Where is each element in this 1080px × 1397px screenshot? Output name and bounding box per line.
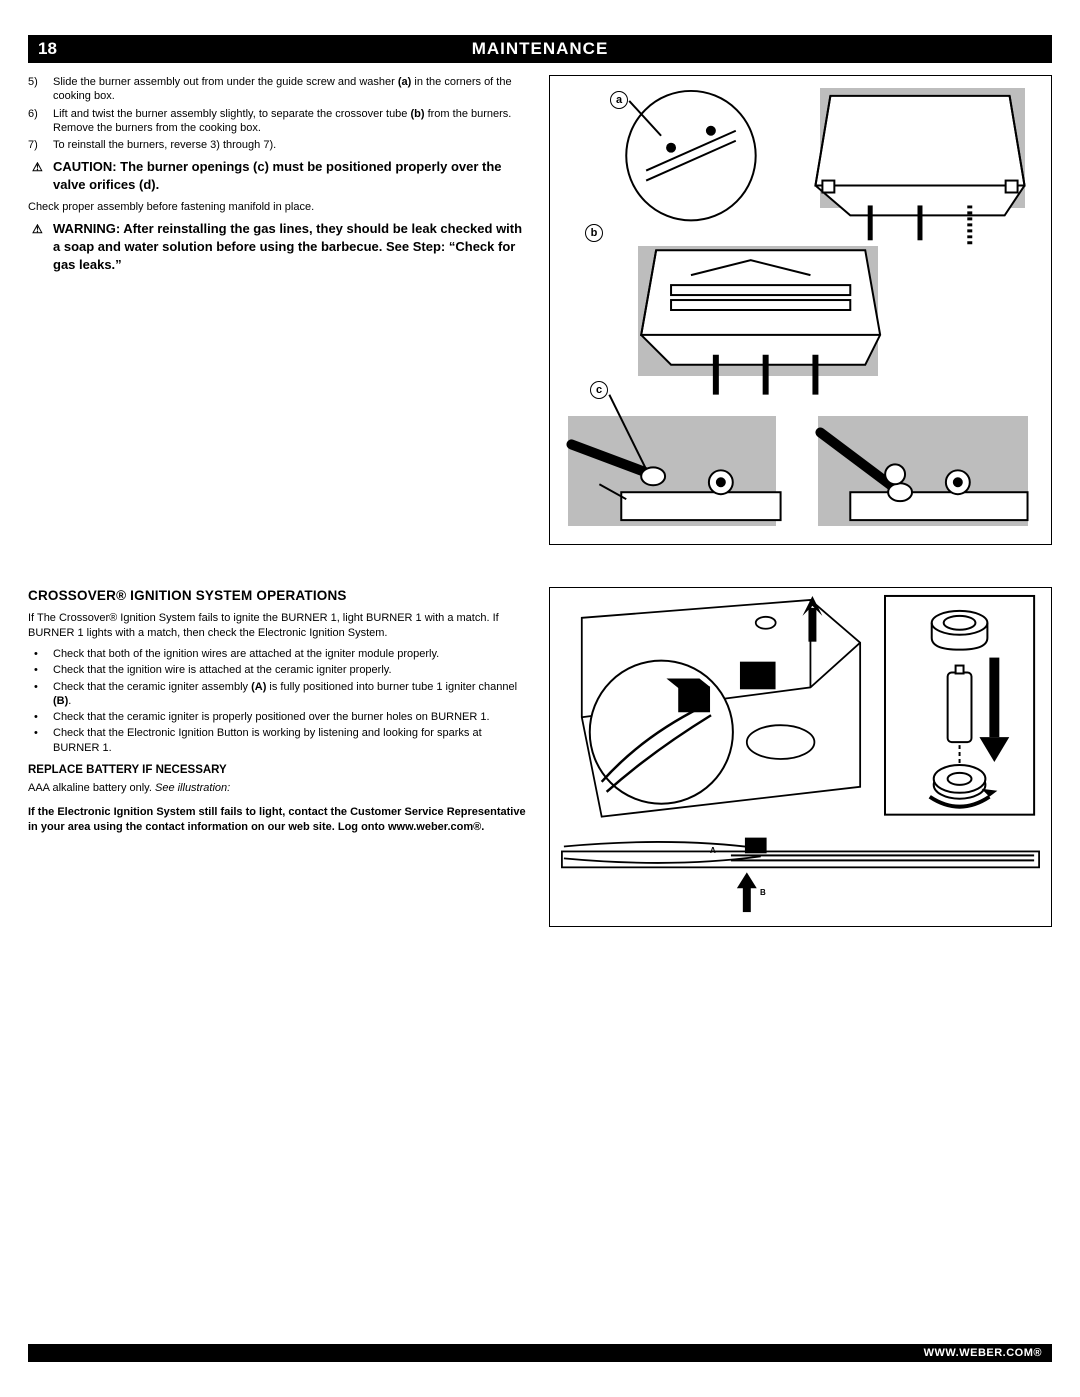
warning-triangle-icon: ⚠ <box>32 221 43 237</box>
step-5: 5) Slide the burner assembly out from un… <box>28 75 531 104</box>
bullet-list: •Check that both of the ignition wires a… <box>28 647 531 755</box>
step-num: 7) <box>28 138 53 152</box>
fig2-label-a: A <box>710 846 716 855</box>
footer-bar: WWW.WEBER.COM® <box>28 1344 1052 1362</box>
section2-intro: If The Crossover® Ignition System fails … <box>28 611 531 641</box>
bullet-item: •Check that both of the ignition wires a… <box>28 647 531 661</box>
step-text: Lift and twist the burner assembly sligh… <box>53 107 531 136</box>
section2-title: CROSSOVER® IGNITION SYSTEM OPERATIONS <box>28 587 531 605</box>
footer-url: WWW.WEBER.COM® <box>924 1347 1042 1359</box>
svg-text:+: + <box>938 724 946 740</box>
figure2-box: + <box>549 587 1052 927</box>
bullet-item: •Check that the ceramic igniter is prope… <box>28 710 531 724</box>
caution-text: CAUTION: The burner openings (c) must be… <box>53 159 502 192</box>
warning-block: ⚠ WARNING: After reinstalling the gas li… <box>28 220 531 273</box>
step-num: 6) <box>28 107 53 136</box>
step-text: To reinstall the burners, reverse 3) thr… <box>53 138 531 152</box>
step-num: 5) <box>28 75 53 104</box>
step-6: 6) Lift and twist the burner assembly sl… <box>28 107 531 136</box>
figure2-svg: + <box>550 588 1051 926</box>
header-title: MAINTENANCE <box>28 39 1052 59</box>
replace-battery-text: AAA alkaline battery only. See illustrat… <box>28 781 531 796</box>
figure1-box: a b c d <box>549 75 1052 545</box>
replace-battery-title: REPLACE BATTERY IF NECESSARY <box>28 763 531 779</box>
step-list: 5) Slide the burner assembly out from un… <box>28 75 531 152</box>
bullet-item: •Check that the ignition wire is attache… <box>28 663 531 677</box>
section-gap <box>28 545 1052 587</box>
section2-text: CROSSOVER® IGNITION SYSTEM OPERATIONS If… <box>28 587 531 927</box>
bullet-item: •Check that the ceramic igniter assembly… <box>28 680 531 709</box>
bullet-item: •Check that the Electronic Ignition Butt… <box>28 726 531 755</box>
figure1-col: a b c d <box>549 75 1052 545</box>
warning-text: WARNING: After reinstalling the gas line… <box>53 221 522 271</box>
figure1-svg <box>550 76 1051 544</box>
upper-row: 5) Slide the burner assembly out from un… <box>28 75 1052 545</box>
warning-triangle-icon: ⚠ <box>32 159 43 175</box>
header-bar: 18 MAINTENANCE <box>28 35 1052 63</box>
caution-block: ⚠ CAUTION: The burner openings (c) must … <box>28 158 531 193</box>
fig2-label-b: B <box>760 888 766 897</box>
section1-text: 5) Slide the burner assembly out from un… <box>28 75 531 545</box>
lower-row: CROSSOVER® IGNITION SYSTEM OPERATIONS If… <box>28 587 1052 927</box>
step-text: Slide the burner assembly out from under… <box>53 75 531 104</box>
contact-note: If the Electronic Ignition System still … <box>28 805 531 834</box>
step-7: 7) To reinstall the burners, reverse 3) … <box>28 138 531 152</box>
figure2-col: + <box>549 587 1052 927</box>
check-line: Check proper assembly before fastening m… <box>28 200 531 215</box>
page: 18 MAINTENANCE 5) Slide the burner assem… <box>0 0 1080 1397</box>
